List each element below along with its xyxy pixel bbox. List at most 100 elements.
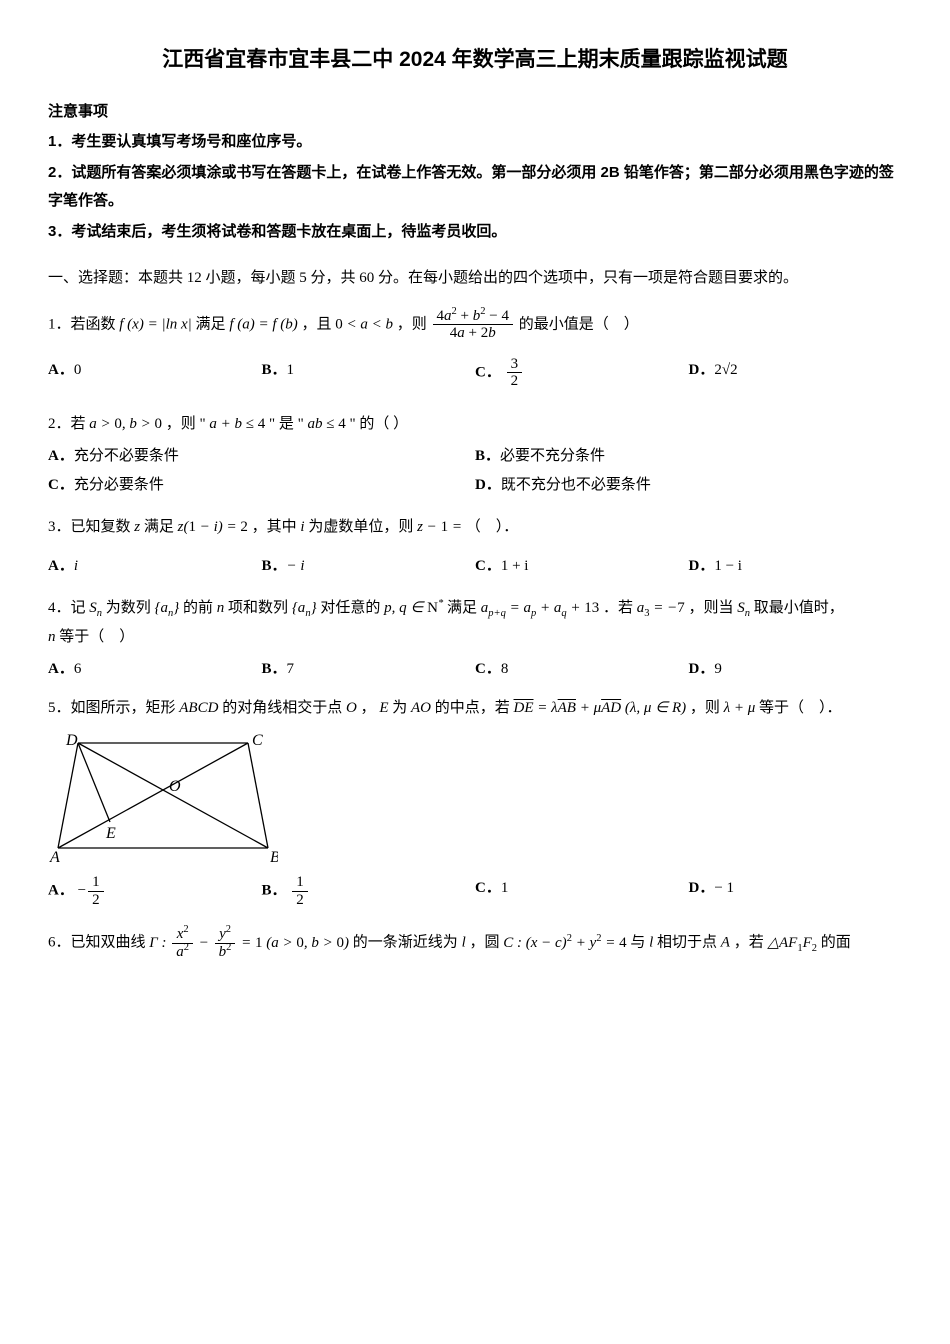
q5-O: O bbox=[346, 700, 357, 716]
q5-t4: 的中点，若 bbox=[435, 700, 514, 716]
q4-a3: a3 = −7 bbox=[637, 600, 685, 616]
q6-mid5: ，若 bbox=[734, 935, 768, 951]
question-4-line2: n 等于（ ） bbox=[48, 623, 902, 652]
q4-l2post: 等于（ ） bbox=[59, 629, 134, 645]
q5-opt-d: D．− 1 bbox=[689, 874, 903, 908]
q5-opt-c: C．1 bbox=[475, 874, 689, 908]
q2-post: " 的（ ） bbox=[349, 416, 408, 432]
q4-t3: 项和数列 bbox=[228, 600, 292, 616]
page-title: 江西省宜春市宜丰县二中 2024 年数学高三上期末质量跟踪监视试题 bbox=[48, 40, 902, 80]
q2-mid2: " 是 " bbox=[269, 416, 308, 432]
q1-frac: 4a2 + b2 − 4 4a + 2b bbox=[433, 308, 513, 342]
question-5: 5．如图所示，矩形 ABCD 的对角线相交于点 O ， E 为 AO 的中点，若… bbox=[48, 694, 902, 723]
q3-opt-d: D．1 − i bbox=[689, 552, 903, 581]
q4-Sn2: Sn bbox=[737, 600, 750, 616]
q5-post: 等于（ ）． bbox=[759, 700, 842, 716]
q5-ABCD: ABCD bbox=[179, 700, 218, 716]
q3-z1: z − 1 = bbox=[417, 519, 466, 535]
q4-n: n bbox=[217, 600, 225, 616]
q3-z: z bbox=[134, 519, 140, 535]
q4-Sn: Sn bbox=[89, 600, 102, 616]
q6-mid4: 相切于点 bbox=[657, 935, 721, 951]
q5-opt-a: A． −12 bbox=[48, 874, 262, 908]
q1-opt-a: A．0 bbox=[48, 356, 262, 390]
q6-mid2: ，圆 bbox=[469, 935, 503, 951]
q4-t6: ．若 bbox=[603, 600, 637, 616]
q3-mid1: 满足 bbox=[144, 519, 178, 535]
q1-range: 0 < a < b bbox=[335, 316, 393, 332]
notes-head: 注意事项 bbox=[48, 98, 902, 127]
q6-mid3: 与 bbox=[630, 935, 649, 951]
question-6: 6．已知双曲线 Γ : x2a2 − y2b2 = 1 (a > 0, b > … bbox=[48, 926, 902, 960]
question-4: 4．记 Sn 为数列 {an} 的前 n 项和数列 {an} 对任意的 p, q… bbox=[48, 594, 902, 623]
q4-opt-c: C．8 bbox=[475, 655, 689, 684]
q1-mid2: ，且 bbox=[302, 316, 336, 332]
q4-opt-d: D．9 bbox=[689, 655, 903, 684]
svg-text:C: C bbox=[252, 732, 263, 749]
q5-t1: 的对角线相交于点 bbox=[222, 700, 346, 716]
q6-mid1: 的一条渐近线为 bbox=[353, 935, 462, 951]
q4-t8: 取最小值时， bbox=[754, 600, 844, 616]
q4-opt-b: B．7 bbox=[262, 655, 476, 684]
q2-e1: a + b ≤ 4 bbox=[209, 416, 265, 432]
q6-post: 的面 bbox=[821, 935, 851, 951]
q4-pre: 4．记 bbox=[48, 600, 89, 616]
q2-pre: 2．若 bbox=[48, 416, 89, 432]
q4-pq: p, q ∈ N* bbox=[384, 600, 443, 616]
q1-opts: A．0 B．1 C． 32 D．2√2 bbox=[48, 356, 902, 390]
q2-cond: a > 0, b > 0 bbox=[89, 416, 162, 432]
q4-rec: ap+q = ap + aq + 13 bbox=[481, 600, 599, 616]
q3-opt-a: A．i bbox=[48, 552, 262, 581]
q5-t3: 为 bbox=[392, 700, 411, 716]
question-2: 2．若 a > 0, b > 0 ，则 " a + b ≤ 4 " 是 " ab… bbox=[48, 410, 902, 439]
q2-mid1: ，则 " bbox=[166, 416, 210, 432]
q3-mid3: 为虚数单位，则 bbox=[308, 519, 417, 535]
q2-opt-b: B．必要不充分条件 bbox=[475, 442, 902, 471]
note-2: 2．试题所有答案必须填涂或书写在答题卡上，在试卷上作答无效。第一部分必须用 2B… bbox=[48, 159, 902, 216]
q4-n2: n bbox=[48, 629, 56, 645]
q6-tri: △AF1F2 bbox=[767, 935, 817, 951]
part1-head: 一、选择题：本题共 12 小题，每小题 5 分，共 60 分。在每小题给出的四个… bbox=[48, 264, 902, 293]
q2-opts: A．充分不必要条件 B．必要不充分条件 C．充分必要条件 D．既不充分也不必要条… bbox=[48, 442, 902, 499]
q1-opt-c: C． 32 bbox=[475, 356, 689, 390]
q2-e2: ab ≤ 4 bbox=[308, 416, 346, 432]
q5-opt-b: B． 12 bbox=[262, 874, 476, 908]
q6-A: A bbox=[721, 935, 730, 951]
q6-l2: l bbox=[649, 935, 653, 951]
q3-pre: 3．已知复数 bbox=[48, 519, 134, 535]
q4-t4: 对任意的 bbox=[320, 600, 384, 616]
q3-mid2: ，其中 bbox=[252, 519, 301, 535]
q6-pre: 6．已知双曲线 bbox=[48, 935, 149, 951]
q5-AO: AO bbox=[411, 700, 431, 716]
q2-opt-d: D．既不充分也不必要条件 bbox=[475, 471, 902, 500]
q2-opt-c: C．充分必要条件 bbox=[48, 471, 475, 500]
q1-fab: f (a) = f (b) bbox=[229, 316, 297, 332]
q4-opt-a: A．6 bbox=[48, 655, 262, 684]
q5-E: E bbox=[379, 700, 388, 716]
q6-C: C : (x − c)2 + y2 = 4 bbox=[503, 935, 626, 951]
question-3: 3．已知复数 z 满足 z(1 − i) = 2 ，其中 i 为虚数单位，则 z… bbox=[48, 513, 902, 542]
q1-post: 的最小值是（ ） bbox=[519, 316, 639, 332]
svg-text:A: A bbox=[49, 849, 60, 866]
q4-t7: ，则当 bbox=[689, 600, 738, 616]
q4-t5: 满足 bbox=[447, 600, 481, 616]
q1-fx: f (x) = |ln x| bbox=[119, 316, 192, 332]
q1-opt-d: D．2√2 bbox=[689, 356, 903, 390]
q3-opt-b: B．− i bbox=[262, 552, 476, 581]
q4-t2: 的前 bbox=[183, 600, 217, 616]
q5-lm: λ + μ bbox=[724, 700, 756, 716]
q4-an2: {an} bbox=[292, 600, 317, 616]
q1-mid1: 满足 bbox=[196, 316, 230, 332]
note-1: 1．考生要认真填写考场号和座位序号。 bbox=[48, 128, 902, 157]
q1-pre: 1．若函数 bbox=[48, 316, 119, 332]
q5-opts: A． −12 B． 12 C．1 D．− 1 bbox=[48, 874, 902, 908]
q2-opt-a: A．充分不必要条件 bbox=[48, 442, 475, 471]
svg-text:E: E bbox=[105, 825, 116, 842]
q4-opts: A．6 B．7 C．8 D．9 bbox=[48, 655, 902, 684]
svg-text:B: B bbox=[270, 849, 278, 866]
q5-pre: 5．如图所示，矩形 bbox=[48, 700, 179, 716]
q5-t2: ， bbox=[361, 700, 376, 716]
notes-block: 注意事项 1．考生要认真填写考场号和座位序号。 2．试题所有答案必须填涂或书写在… bbox=[48, 98, 902, 247]
question-1: 1．若函数 f (x) = |ln x| 满足 f (a) = f (b) ，且… bbox=[48, 308, 902, 342]
q5-diagram: ABCDOE bbox=[48, 728, 278, 868]
